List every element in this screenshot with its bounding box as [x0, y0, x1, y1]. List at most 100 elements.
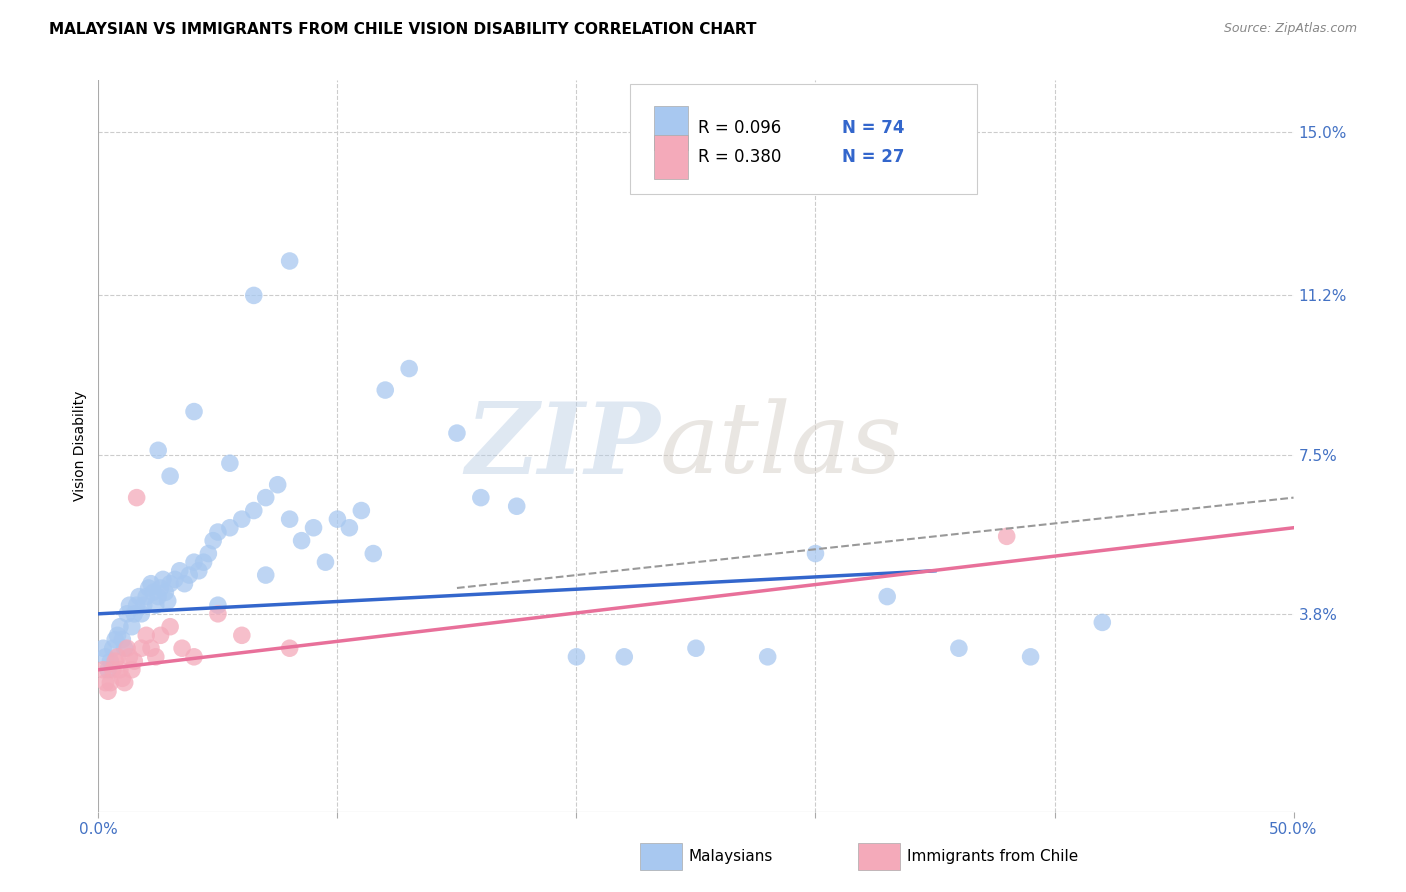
Point [131, 607, 153, 621]
Point [202, 533, 225, 548]
Point [97, 684, 120, 698]
Point [114, 641, 136, 656]
Point [101, 663, 124, 677]
Point [94, 649, 117, 664]
Point [159, 620, 181, 634]
Point [135, 628, 157, 642]
Point [254, 568, 277, 582]
Point [115, 641, 138, 656]
Point [159, 469, 181, 483]
Point [995, 529, 1018, 543]
Point [138, 581, 160, 595]
Point [173, 576, 195, 591]
Point [139, 576, 162, 591]
Point [135, 590, 157, 604]
Point [219, 456, 242, 470]
Point [125, 491, 148, 505]
Point [207, 598, 229, 612]
Point [156, 594, 179, 608]
Point [685, 641, 707, 656]
Point [339, 521, 361, 535]
Point [149, 581, 172, 595]
Point [149, 628, 172, 642]
Point [231, 512, 253, 526]
Text: Source: ZipAtlas.com: Source: ZipAtlas.com [1223, 22, 1357, 36]
Point [446, 426, 468, 441]
Point [374, 383, 396, 397]
Text: Malaysians: Malaysians [689, 849, 773, 863]
Point [804, 547, 827, 561]
Point [243, 288, 266, 302]
Point [118, 649, 141, 664]
Point [148, 590, 170, 604]
Point [613, 649, 636, 664]
Point [125, 598, 148, 612]
Point [1019, 649, 1042, 664]
Point [108, 663, 131, 677]
Point [948, 641, 970, 656]
Point [115, 607, 138, 621]
Point [91, 641, 114, 656]
Point [132, 598, 155, 612]
Point [98, 654, 122, 668]
Point [131, 641, 153, 656]
Point [363, 547, 385, 561]
Point [876, 590, 898, 604]
Point [278, 254, 301, 268]
Point [98, 675, 122, 690]
FancyBboxPatch shape [630, 84, 977, 194]
Point [254, 491, 277, 505]
Point [145, 649, 167, 664]
Point [326, 512, 349, 526]
Point [108, 620, 131, 634]
Text: ZIP: ZIP [465, 398, 661, 494]
Point [219, 521, 242, 535]
Text: R = 0.096: R = 0.096 [699, 119, 782, 136]
Point [139, 641, 162, 656]
Point [114, 675, 136, 690]
Point [124, 607, 146, 621]
Y-axis label: Vision Disability: Vision Disability [73, 391, 87, 501]
FancyBboxPatch shape [654, 135, 688, 179]
Point [207, 524, 229, 539]
Point [128, 590, 150, 604]
Point [118, 598, 141, 612]
Point [94, 675, 117, 690]
Point [169, 564, 191, 578]
Point [506, 500, 529, 514]
Text: atlas: atlas [661, 399, 903, 493]
Point [172, 641, 194, 656]
Point [121, 620, 143, 634]
Point [107, 628, 129, 642]
Point [207, 607, 229, 621]
FancyBboxPatch shape [654, 106, 688, 150]
Point [107, 649, 129, 664]
Text: Immigrants from Chile: Immigrants from Chile [907, 849, 1078, 863]
Point [350, 503, 373, 517]
Point [104, 654, 127, 668]
Point [470, 491, 492, 505]
Text: R = 0.380: R = 0.380 [699, 148, 782, 166]
Point [302, 521, 325, 535]
Point [291, 533, 314, 548]
Point [278, 512, 301, 526]
Point [183, 555, 205, 569]
Point [111, 632, 134, 647]
Text: MALAYSIAN VS IMMIGRANTS FROM CHILE VISION DISABILITY CORRELATION CHART: MALAYSIAN VS IMMIGRANTS FROM CHILE VISIO… [49, 22, 756, 37]
Point [148, 443, 170, 458]
Point [183, 649, 205, 664]
Point [111, 671, 134, 685]
Point [315, 555, 337, 569]
Point [565, 649, 588, 664]
Point [104, 632, 127, 647]
Point [179, 568, 201, 582]
Point [756, 649, 779, 664]
Point [197, 547, 219, 561]
Point [183, 404, 205, 418]
Point [187, 564, 209, 578]
Point [163, 573, 186, 587]
Point [398, 361, 420, 376]
Point [243, 503, 266, 517]
Point [155, 585, 177, 599]
Point [278, 641, 301, 656]
